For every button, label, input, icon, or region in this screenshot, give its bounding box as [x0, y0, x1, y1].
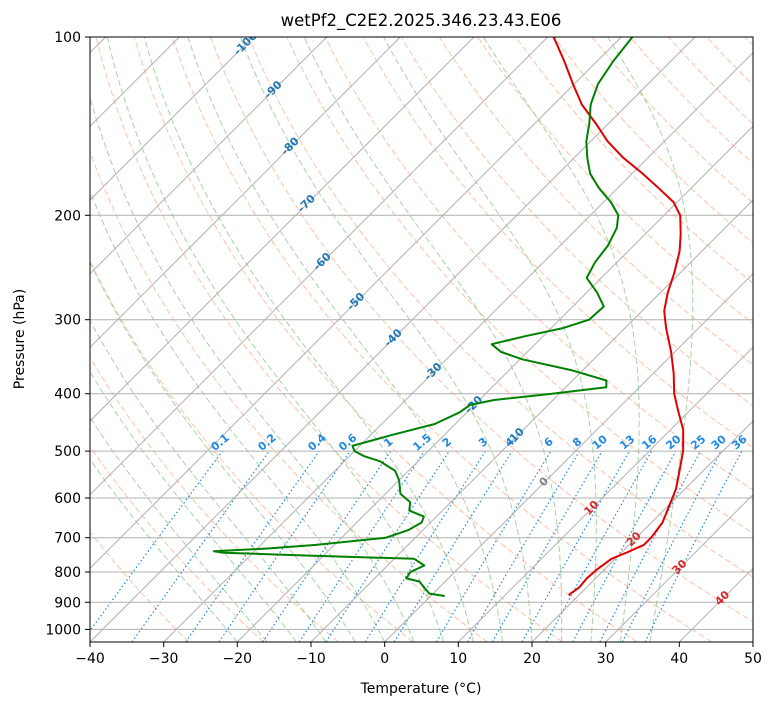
y-tick-label: 700	[54, 531, 81, 547]
moist-adiabat	[482, 37, 640, 642]
x-axis-title: Temperature (°C)	[360, 681, 482, 697]
moist-adiabats	[90, 37, 694, 642]
dry-adiabat	[90, 150, 488, 642]
y-tick-label: 500	[54, 444, 81, 460]
dry-adiabat	[438, 37, 753, 366]
y-tick-label: 400	[54, 387, 81, 403]
plot-frame	[89, 36, 754, 643]
isotherm	[90, 37, 696, 642]
isotherm	[90, 37, 401, 349]
y-tick-label: 300	[54, 313, 81, 329]
x-tick-label: 20	[523, 651, 541, 667]
y-axis-title: Pressure (hPa)	[12, 289, 28, 389]
isotherms	[90, 37, 753, 642]
isotherm	[457, 346, 753, 642]
y-axis: 100 200 300 400 500 600 700 800 900 1000	[45, 30, 90, 638]
dewpoint-line	[212, 37, 634, 597]
mixing-ratio-line	[572, 450, 677, 642]
x-tick-label: −20	[223, 651, 253, 667]
x-tick-label: 10	[449, 651, 467, 667]
pressure-gridlines	[90, 37, 753, 630]
x-tick-label: 30	[597, 651, 615, 667]
dry-adiabat	[90, 531, 190, 642]
mixing-ratio-line	[325, 450, 450, 642]
mixing-ratio-line	[644, 450, 743, 642]
isotherm	[90, 37, 328, 275]
isotherm	[384, 272, 753, 642]
moist-adiabat	[90, 189, 386, 642]
moist-adiabat	[90, 370, 297, 642]
x-tick-label: 40	[670, 651, 688, 667]
dry-adiabat	[171, 37, 712, 642]
y-tick-label: 900	[54, 595, 81, 611]
x-tick-label: −30	[149, 651, 179, 667]
isotherm	[90, 37, 549, 496]
isotherm	[236, 125, 753, 642]
moist-adiabat	[143, 37, 474, 642]
moist-adiabat	[383, 37, 597, 642]
dry-adiabat	[400, 37, 753, 407]
mixing-ratio-lines	[90, 450, 743, 642]
moist-adiabat	[90, 458, 238, 642]
y-tick-label: 200	[54, 208, 81, 224]
dry-adiabat	[515, 37, 753, 284]
y-tick-label: 1000	[45, 622, 81, 638]
dry-adiabat	[248, 37, 753, 578]
x-tick-label: 50	[744, 651, 762, 667]
dry-adiabat	[95, 37, 563, 642]
isotherm	[90, 37, 475, 422]
isotherm	[605, 493, 753, 642]
mixing-ratio-line	[393, 450, 513, 642]
x-tick-label: 0	[380, 651, 389, 667]
chart-title: wetPf2_C2E2.2025.346.23.43.E06	[281, 11, 562, 31]
y-tick-label: 600	[54, 491, 81, 507]
mixing-ratio-line	[185, 450, 320, 642]
dry-adiabats	[90, 37, 753, 642]
x-axis: −40 −30 −20 −10 0 10 20 30 40 50	[75, 642, 762, 667]
dry-adiabat	[133, 37, 638, 642]
moist-adiabat	[303, 37, 563, 642]
x-tick-label: −10	[296, 651, 326, 667]
mixing-ratio-line	[545, 450, 653, 642]
mixing-ratio-line	[90, 450, 223, 632]
moist-adiabat	[239, 37, 533, 642]
mixing-ratio-line	[131, 450, 270, 642]
moist-adiabat	[106, 37, 445, 642]
moist-adiabat	[90, 416, 268, 642]
profile-series	[212, 37, 685, 597]
mixing-ratio-line	[521, 450, 631, 642]
plot-background	[90, 37, 753, 642]
isotherm	[531, 420, 753, 642]
isotherm	[90, 37, 254, 201]
mixing-ratio-line	[262, 450, 392, 642]
mixing-ratio-line	[218, 450, 351, 642]
y-tick-label: 800	[54, 565, 81, 581]
x-tick-label: −40	[75, 651, 105, 667]
isotherm	[163, 51, 753, 642]
temperature-line	[552, 37, 685, 596]
moist-adiabat	[187, 37, 503, 642]
isotherm	[90, 37, 622, 570]
mixing-ratio-line	[298, 450, 425, 642]
dry-adiabat	[210, 37, 753, 623]
y-tick-label: 100	[54, 30, 81, 46]
dry-adiabat	[90, 445, 264, 642]
dry-adiabat	[90, 356, 339, 642]
isotherm	[310, 199, 753, 642]
moist-adiabat	[90, 260, 356, 642]
